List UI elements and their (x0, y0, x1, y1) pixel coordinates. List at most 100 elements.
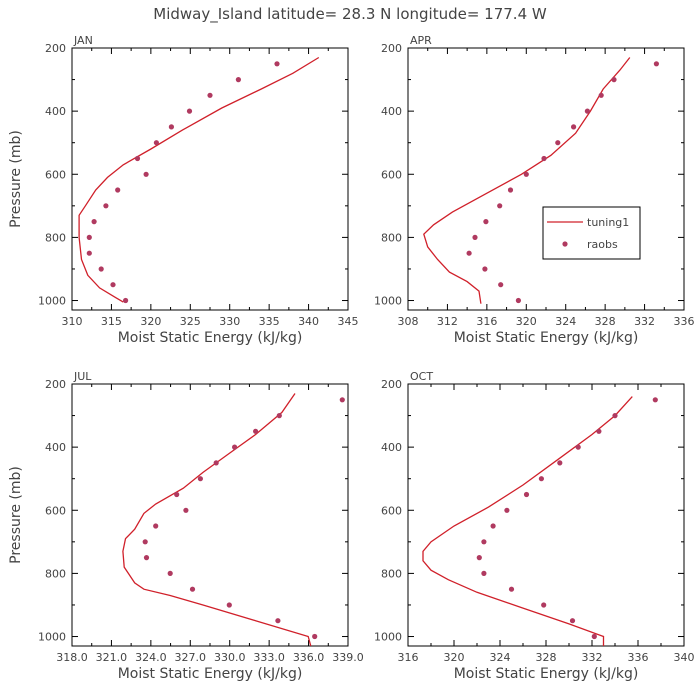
x-tick-label: 335 (259, 315, 280, 328)
raobs-point (476, 555, 482, 561)
x-tick-label: 332 (582, 651, 603, 664)
raobs-point (591, 633, 597, 640)
y-tick-label: 1000 (374, 631, 402, 644)
x-tick-label: 340 (298, 315, 319, 328)
raobs-point (98, 266, 104, 272)
raobs-point (153, 523, 159, 529)
y-tick-label: 200 (381, 378, 402, 391)
legend: tuning1 raobs (542, 206, 641, 260)
x-tick-label: 336.0 (293, 651, 325, 664)
panel-title: APR (410, 34, 432, 47)
x-tick-label: 324 (490, 651, 511, 664)
raobs-point (652, 397, 658, 403)
raobs-point (596, 428, 602, 434)
x-tick-label: 308 (398, 315, 419, 328)
legend-dot-swatch (562, 241, 568, 247)
y-tick-label: 1000 (38, 631, 66, 644)
raobs-point (472, 234, 478, 240)
raobs-point (174, 491, 180, 498)
panel-title: JUL (73, 370, 92, 383)
series-line-tuning1 (422, 396, 633, 646)
x-tick-label: 320 (444, 651, 465, 664)
raobs-point (253, 428, 259, 434)
raobs-point (276, 413, 282, 419)
legend-label-raobs: raobs (587, 238, 618, 251)
raobs-point (569, 618, 576, 624)
plot-frame (407, 383, 685, 647)
x-tick-label: 328 (595, 315, 616, 328)
x-tick-label: 333.0 (253, 651, 285, 664)
raobs-point (498, 282, 504, 288)
raobs-point (523, 491, 530, 498)
raobs-point (232, 444, 238, 450)
raobs-point (481, 539, 487, 545)
x-tick-label: 327.0 (175, 651, 207, 664)
panel-jan: JAN 310 315 320 325 330 335 340 345 200 400 600 800 1… (8, 34, 359, 346)
x-tick-label: 345 (338, 315, 359, 328)
y-tick-label: 200 (45, 42, 66, 55)
y-tick-label: 1000 (374, 295, 402, 308)
raobs-point (575, 444, 581, 450)
x-tick-label: 324 (555, 315, 576, 328)
x-tick-label: 328 (536, 651, 557, 664)
x-tick-label: 339.0 (332, 651, 364, 664)
y-tick-label: 800 (381, 231, 402, 244)
raobs-point (598, 92, 604, 98)
x-axis-label: Moist Static Energy (kJ/kg) (454, 666, 639, 682)
plot-frame (407, 47, 685, 311)
figure-title: Midway_Island latitude= 28.3 N longitude… (153, 5, 547, 24)
raobs-point (312, 633, 318, 640)
y-tick-label: 400 (45, 441, 66, 454)
x-tick-label: 330 (219, 315, 240, 328)
y-tick-label: 800 (45, 567, 66, 580)
y-tick-label: 400 (381, 105, 402, 118)
raobs-point (235, 77, 241, 83)
y-tick-label: 600 (45, 168, 66, 181)
y-tick-label: 800 (45, 231, 66, 244)
y-tick-label: 400 (45, 105, 66, 118)
y-tick-label: 600 (381, 168, 402, 181)
panel-title: JAN (73, 34, 93, 47)
raobs-point (339, 397, 345, 403)
raobs-point (274, 61, 280, 67)
raobs-point (167, 570, 173, 577)
raobs-point (168, 124, 174, 130)
x-axis-label: Moist Static Energy (kJ/kg) (118, 330, 303, 346)
raobs-point (110, 282, 116, 288)
x-tick-label: 312 (437, 315, 458, 328)
x-tick-label: 336 (674, 315, 695, 328)
raobs-point (507, 187, 514, 193)
panel-oct: OCT 316 320 324 328 332 336 340 200 400 600 800 1000… (374, 370, 695, 682)
raobs-point (275, 618, 281, 624)
y-tick-label: 400 (381, 441, 402, 454)
raobs-point (189, 586, 196, 592)
raobs-point (482, 266, 488, 272)
panel-title: OCT (410, 370, 433, 383)
raobs-point (653, 61, 660, 67)
raobs-point (555, 140, 561, 146)
legend-label-tuning1: tuning1 (587, 216, 629, 229)
raobs-point (490, 523, 496, 529)
y-tick-label: 200 (381, 42, 402, 55)
raobs-point (197, 476, 203, 482)
x-tick-label: 321.0 (96, 651, 128, 664)
x-tick-label: 320 (140, 315, 161, 328)
raobs-point (183, 507, 189, 513)
raobs-point (538, 476, 545, 482)
y-axis-label: Pressure (mb) (8, 130, 24, 228)
x-axis-label: Moist Static Energy (kJ/kg) (454, 330, 639, 346)
x-tick-label: 324.0 (135, 651, 167, 664)
raobs-point (497, 203, 503, 209)
y-tick-label: 600 (381, 504, 402, 517)
raobs-point (541, 155, 547, 162)
raobs-point (213, 460, 219, 466)
raobs-point (142, 539, 148, 545)
x-tick-label: 330.0 (214, 651, 246, 664)
x-tick-label: 320 (516, 315, 537, 328)
x-tick-label: 332 (634, 315, 655, 328)
raobs-point (91, 219, 97, 225)
x-tick-label: 316 (398, 651, 419, 664)
raobs-point (143, 555, 150, 561)
raobs-point (143, 171, 149, 177)
